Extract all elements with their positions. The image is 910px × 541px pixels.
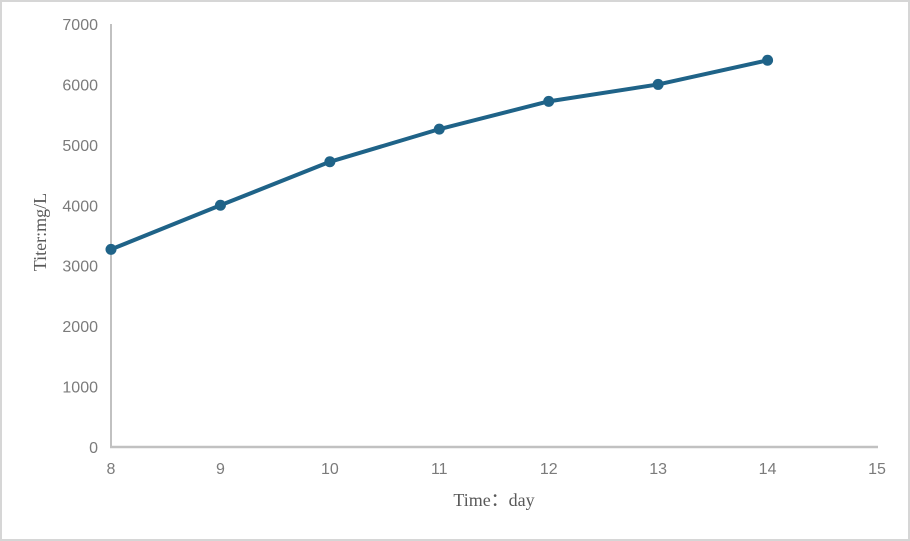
data-point <box>214 199 226 211</box>
x-tick-label: 14 <box>759 461 777 478</box>
data-point <box>762 54 774 66</box>
x-tick-label: 15 <box>868 461 886 478</box>
data-point <box>324 156 336 168</box>
y-tick-label: 2000 <box>62 319 98 336</box>
y-tick-label: 5000 <box>62 138 98 155</box>
data-point <box>105 243 117 255</box>
x-tick-label: 10 <box>321 461 339 478</box>
data-point <box>543 95 555 107</box>
y-tick-label: 3000 <box>62 259 98 276</box>
x-tick-label: 9 <box>216 461 225 478</box>
y-tick-label: 7000 <box>62 17 98 34</box>
x-axis-title: Time：day <box>453 490 535 510</box>
series-line <box>109 58 770 252</box>
x-tick-label: 11 <box>431 461 448 478</box>
x-tick-label: 8 <box>107 461 116 478</box>
x-tick-label: 13 <box>649 461 667 478</box>
y-tick-label: 4000 <box>62 198 98 215</box>
data-point <box>433 123 445 135</box>
x-tick-label: 12 <box>540 461 558 478</box>
data-point <box>652 78 664 90</box>
y-axis-title: Titer:mg/L <box>30 192 50 272</box>
y-tick-label: 0 <box>89 440 98 457</box>
y-tick-label: 1000 <box>62 380 98 397</box>
y-tick-label: 6000 <box>62 77 98 94</box>
